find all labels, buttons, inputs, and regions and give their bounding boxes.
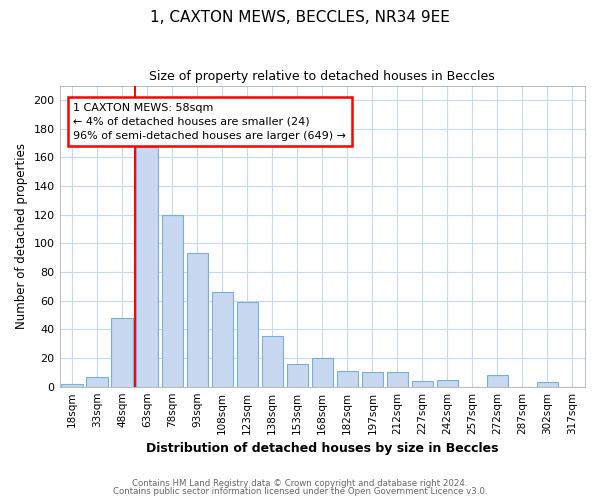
- Text: Contains public sector information licensed under the Open Government Licence v3: Contains public sector information licen…: [113, 487, 487, 496]
- Bar: [487, 375, 508, 386]
- Bar: [537, 382, 558, 386]
- Bar: [311, 358, 333, 386]
- Bar: [287, 364, 308, 386]
- Bar: [412, 381, 433, 386]
- Bar: [337, 371, 358, 386]
- Bar: [136, 147, 158, 386]
- Y-axis label: Number of detached properties: Number of detached properties: [15, 143, 28, 329]
- Text: Contains HM Land Registry data © Crown copyright and database right 2024.: Contains HM Land Registry data © Crown c…: [132, 478, 468, 488]
- Bar: [387, 372, 408, 386]
- Bar: [212, 292, 233, 386]
- Text: 1, CAXTON MEWS, BECCLES, NR34 9EE: 1, CAXTON MEWS, BECCLES, NR34 9EE: [150, 10, 450, 25]
- Title: Size of property relative to detached houses in Beccles: Size of property relative to detached ho…: [149, 70, 495, 83]
- Bar: [161, 214, 183, 386]
- Text: 1 CAXTON MEWS: 58sqm
← 4% of detached houses are smaller (24)
96% of semi-detach: 1 CAXTON MEWS: 58sqm ← 4% of detached ho…: [73, 103, 346, 141]
- Bar: [187, 254, 208, 386]
- Bar: [362, 372, 383, 386]
- X-axis label: Distribution of detached houses by size in Beccles: Distribution of detached houses by size …: [146, 442, 499, 455]
- Bar: [437, 380, 458, 386]
- Bar: [236, 302, 258, 386]
- Bar: [112, 318, 133, 386]
- Bar: [262, 336, 283, 386]
- Bar: [61, 384, 83, 386]
- Bar: [86, 376, 108, 386]
